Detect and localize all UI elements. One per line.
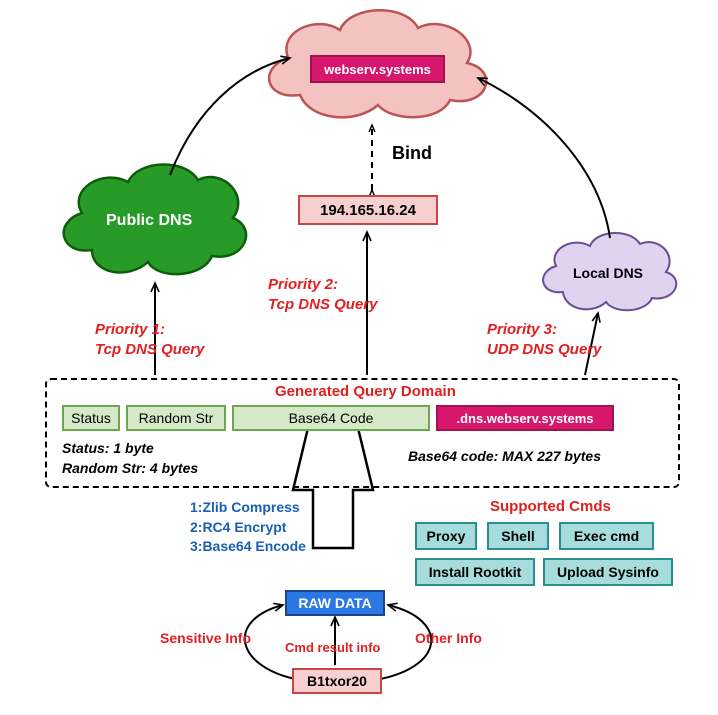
other-label: Other Info [415, 630, 482, 646]
raw-data-box: RAW DATA [285, 590, 385, 616]
cmd-result-label: Cmd result info [285, 640, 380, 655]
cmd-proxy: Proxy [415, 522, 477, 550]
local-dns-label: Local DNS [573, 265, 643, 281]
cmd-rootkit: Install Rootkit [415, 558, 535, 586]
cmd-shell: Shell [487, 522, 549, 550]
seg-status: Status [62, 405, 120, 431]
query-title: Generated Query Domain [275, 383, 456, 400]
note-random: Random Str: 4 bytes [62, 460, 198, 476]
webserv-label: webserv.systems [310, 55, 445, 83]
priority2-l1: Priority 2: [268, 275, 377, 295]
priority2: Priority 2: Tcp DNS Query [268, 275, 377, 314]
seg-base64: Base64 Code [232, 405, 430, 431]
note-status: Status: 1 byte [62, 440, 154, 456]
webserv-text: webserv.systems [324, 62, 431, 77]
priority3-l1: Priority 3: [487, 320, 601, 340]
raw-data-text: RAW DATA [298, 595, 371, 611]
ip-text: 194.165.16.24 [320, 202, 416, 219]
priority2-l2: Tcp DNS Query [268, 295, 377, 315]
priority1-l2: Tcp DNS Query [95, 340, 204, 360]
supported-title: Supported Cmds [490, 498, 611, 515]
priority3-l2: UDP DNS Query [487, 340, 601, 360]
sensitive-label: Sensitive Info [160, 630, 251, 646]
priority1-l1: Priority 1: [95, 320, 204, 340]
enc-l2: 2:RC4 Encrypt [190, 518, 306, 538]
bind-label: Bind [392, 143, 432, 164]
cmd-exec: Exec cmd [559, 522, 654, 550]
enc-l3: 3:Base64 Encode [190, 537, 306, 557]
seg-random: Random Str [126, 405, 226, 431]
public-dns-label: Public DNS [106, 212, 192, 230]
enc-l1: 1:Zlib Compress [190, 498, 306, 518]
priority1: Priority 1: Tcp DNS Query [95, 320, 204, 359]
note-base64: Base64 code: MAX 227 bytes [408, 448, 601, 464]
priority3: Priority 3: UDP DNS Query [487, 320, 601, 359]
ip-box: 194.165.16.24 [298, 195, 438, 225]
b1txor20-box: B1txor20 [292, 668, 382, 694]
cmd-upload: Upload Sysinfo [543, 558, 673, 586]
encoding: 1:Zlib Compress 2:RC4 Encrypt 3:Base64 E… [190, 498, 306, 557]
seg-domain: .dns.webserv.systems [436, 405, 614, 431]
b1txor20-text: B1txor20 [307, 673, 367, 689]
